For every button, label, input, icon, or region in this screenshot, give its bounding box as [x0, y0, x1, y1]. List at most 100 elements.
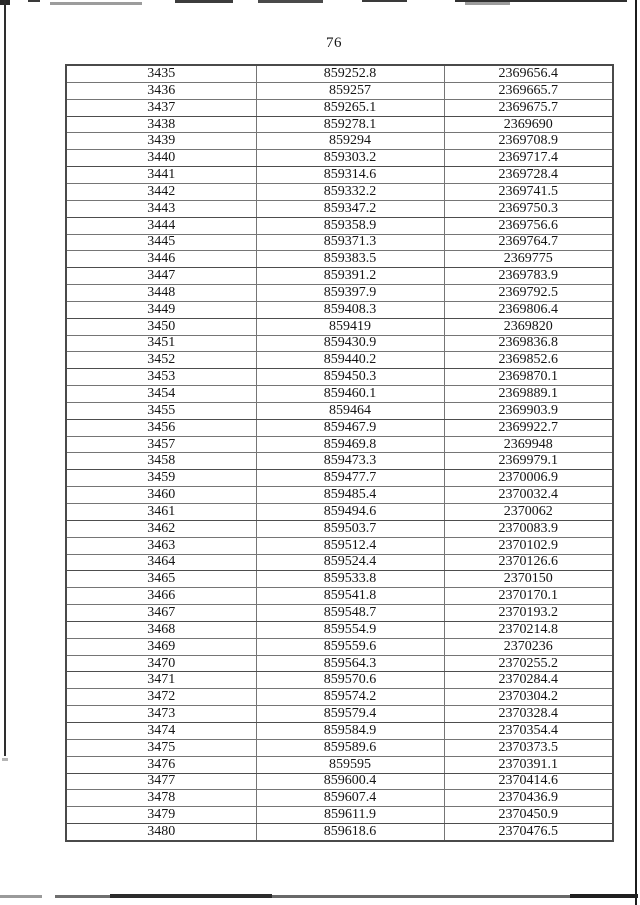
table-cell: 859494.6	[255, 503, 445, 521]
table-row: 3448 859397.9 2369792.5	[65, 284, 614, 302]
table-cell: 2370304.2	[443, 688, 614, 707]
table-cell: 2370032.4	[443, 486, 614, 504]
table-cell: 2370126.6	[443, 553, 614, 572]
table-cell: 859584.9	[255, 721, 445, 740]
table-cell: 2369728.4	[443, 166, 614, 184]
table-cell: 2369775	[443, 250, 614, 269]
table-row: 3469 859559.6 2370236	[65, 637, 614, 656]
scan-line-segment	[465, 2, 510, 5]
table-cell: 3453	[65, 368, 257, 387]
table-row: 3444 859358.9 2369756.6	[65, 216, 614, 235]
table-row: 3438 859278.1 2369690	[65, 115, 614, 134]
table-cell: 859464	[255, 401, 445, 420]
table-cell: 2369750.3	[443, 199, 614, 218]
table-cell: 859607.4	[255, 789, 445, 808]
scan-line-segment	[455, 0, 627, 2]
table-cell: 3457	[65, 435, 257, 454]
table-row: 3450 859419 2369820	[65, 317, 614, 336]
table-cell: 2369836.8	[443, 334, 614, 353]
table-cell: 3436	[65, 81, 257, 100]
table-cell: 3459	[65, 469, 257, 488]
table-cell: 859618.6	[255, 823, 445, 842]
table-cell: 3476	[65, 755, 257, 774]
page-number: 76	[326, 35, 342, 51]
table-cell: 3471	[65, 671, 257, 690]
table-cell: 3458	[65, 452, 257, 471]
table-row: 3473 859579.4 2370328.4	[65, 705, 614, 723]
table-cell: 3440	[65, 149, 257, 168]
table-cell: 859503.7	[255, 519, 445, 538]
coordinate-table: 3435 859252.8 2369656.4 3436 859257 2369665.7…	[65, 64, 614, 842]
table-cell: 2370236	[443, 637, 614, 656]
table-cell: 859564.3	[255, 654, 445, 673]
table-cell: 3479	[65, 806, 257, 825]
table-cell: 2370193.2	[443, 604, 614, 622]
table-cell: 2369979.1	[443, 452, 614, 471]
table-cell: 859440.2	[255, 351, 445, 370]
table-row: 3466 859541.8 2370170.1	[65, 587, 614, 606]
table-cell: 859397.9	[255, 284, 445, 302]
table-row: 3445 859371.3 2369764.7	[65, 233, 614, 252]
table-cell: 859347.2	[255, 199, 445, 218]
table-cell: 3443	[65, 199, 257, 218]
table-cell: 3438	[65, 115, 257, 134]
table-cell: 859485.4	[255, 486, 445, 504]
table-cell: 2370414.6	[443, 772, 614, 791]
table-cell: 859595	[255, 755, 445, 774]
table-row: 3458 859473.3 2369979.1	[65, 452, 614, 471]
table-cell: 2369870.1	[443, 368, 614, 387]
table-row: 3449 859408.3 2369806.4	[65, 300, 614, 319]
table-cell: 3472	[65, 688, 257, 707]
table-cell: 3467	[65, 604, 257, 622]
table-cell: 2369690	[443, 115, 614, 134]
table-cell: 859294	[255, 132, 445, 151]
table-row: 3478 859607.4 2370436.9	[65, 789, 614, 808]
table-cell: 859450.3	[255, 368, 445, 387]
table-row: 3467 859548.7 2370193.2	[65, 604, 614, 622]
table-cell: 2369783.9	[443, 267, 614, 286]
scan-line-segment	[28, 0, 40, 2]
table-cell: 2369792.5	[443, 284, 614, 302]
table-row: 3442 859332.2 2369741.5	[65, 182, 614, 201]
scan-line-segment	[258, 0, 323, 3]
table-cell: 3448	[65, 284, 257, 302]
table-cell: 3480	[65, 823, 257, 842]
table-cell: 3445	[65, 233, 257, 252]
table-cell: 2370006.9	[443, 469, 614, 488]
table-row: 3440 859303.2 2369717.4	[65, 149, 614, 168]
table-cell: 859579.4	[255, 705, 445, 723]
table-cell: 3460	[65, 486, 257, 504]
table-row: 3443 859347.2 2369750.3	[65, 199, 614, 218]
table-cell: 2370214.8	[443, 620, 614, 639]
table-row: 3464 859524.4 2370126.6	[65, 553, 614, 572]
table-cell: 859570.6	[255, 671, 445, 690]
table-row: 3480 859618.6 2370476.5	[65, 823, 614, 842]
table-cell: 859533.8	[255, 570, 445, 589]
table-row: 3477 859600.4 2370414.6	[65, 772, 614, 791]
table-cell: 3475	[65, 738, 257, 757]
table-cell: 2369756.6	[443, 216, 614, 235]
table-row: 3475 859589.6 2370373.5	[65, 738, 614, 757]
table-row: 3461 859494.6 2370062	[65, 503, 614, 521]
table-cell: 2370476.5	[443, 823, 614, 842]
table-cell: 2369708.9	[443, 132, 614, 151]
scan-line-segment	[50, 2, 142, 5]
scan-line-segment	[175, 0, 233, 3]
table-cell: 2370354.4	[443, 721, 614, 740]
table-cell: 3461	[65, 503, 257, 521]
table-row: 3456 859467.9 2369922.7	[65, 418, 614, 437]
table-cell: 859548.7	[255, 604, 445, 622]
table-cell: 859574.2	[255, 688, 445, 707]
table-cell: 2369675.7	[443, 98, 614, 117]
table-cell: 2370284.4	[443, 671, 614, 690]
table-cell: 3439	[65, 132, 257, 151]
table-row: 3441 859314.6 2369728.4	[65, 166, 614, 184]
table-cell: 859257	[255, 81, 445, 100]
table-row: 3446 859383.5 2369775	[65, 250, 614, 269]
table-cell: 3447	[65, 267, 257, 286]
table-cell: 2369852.6	[443, 351, 614, 370]
table-cell: 859252.8	[255, 64, 445, 83]
table-cell: 3470	[65, 654, 257, 673]
table-row: 3474 859584.9 2370354.4	[65, 721, 614, 740]
table-row: 3439 859294 2369708.9	[65, 132, 614, 151]
